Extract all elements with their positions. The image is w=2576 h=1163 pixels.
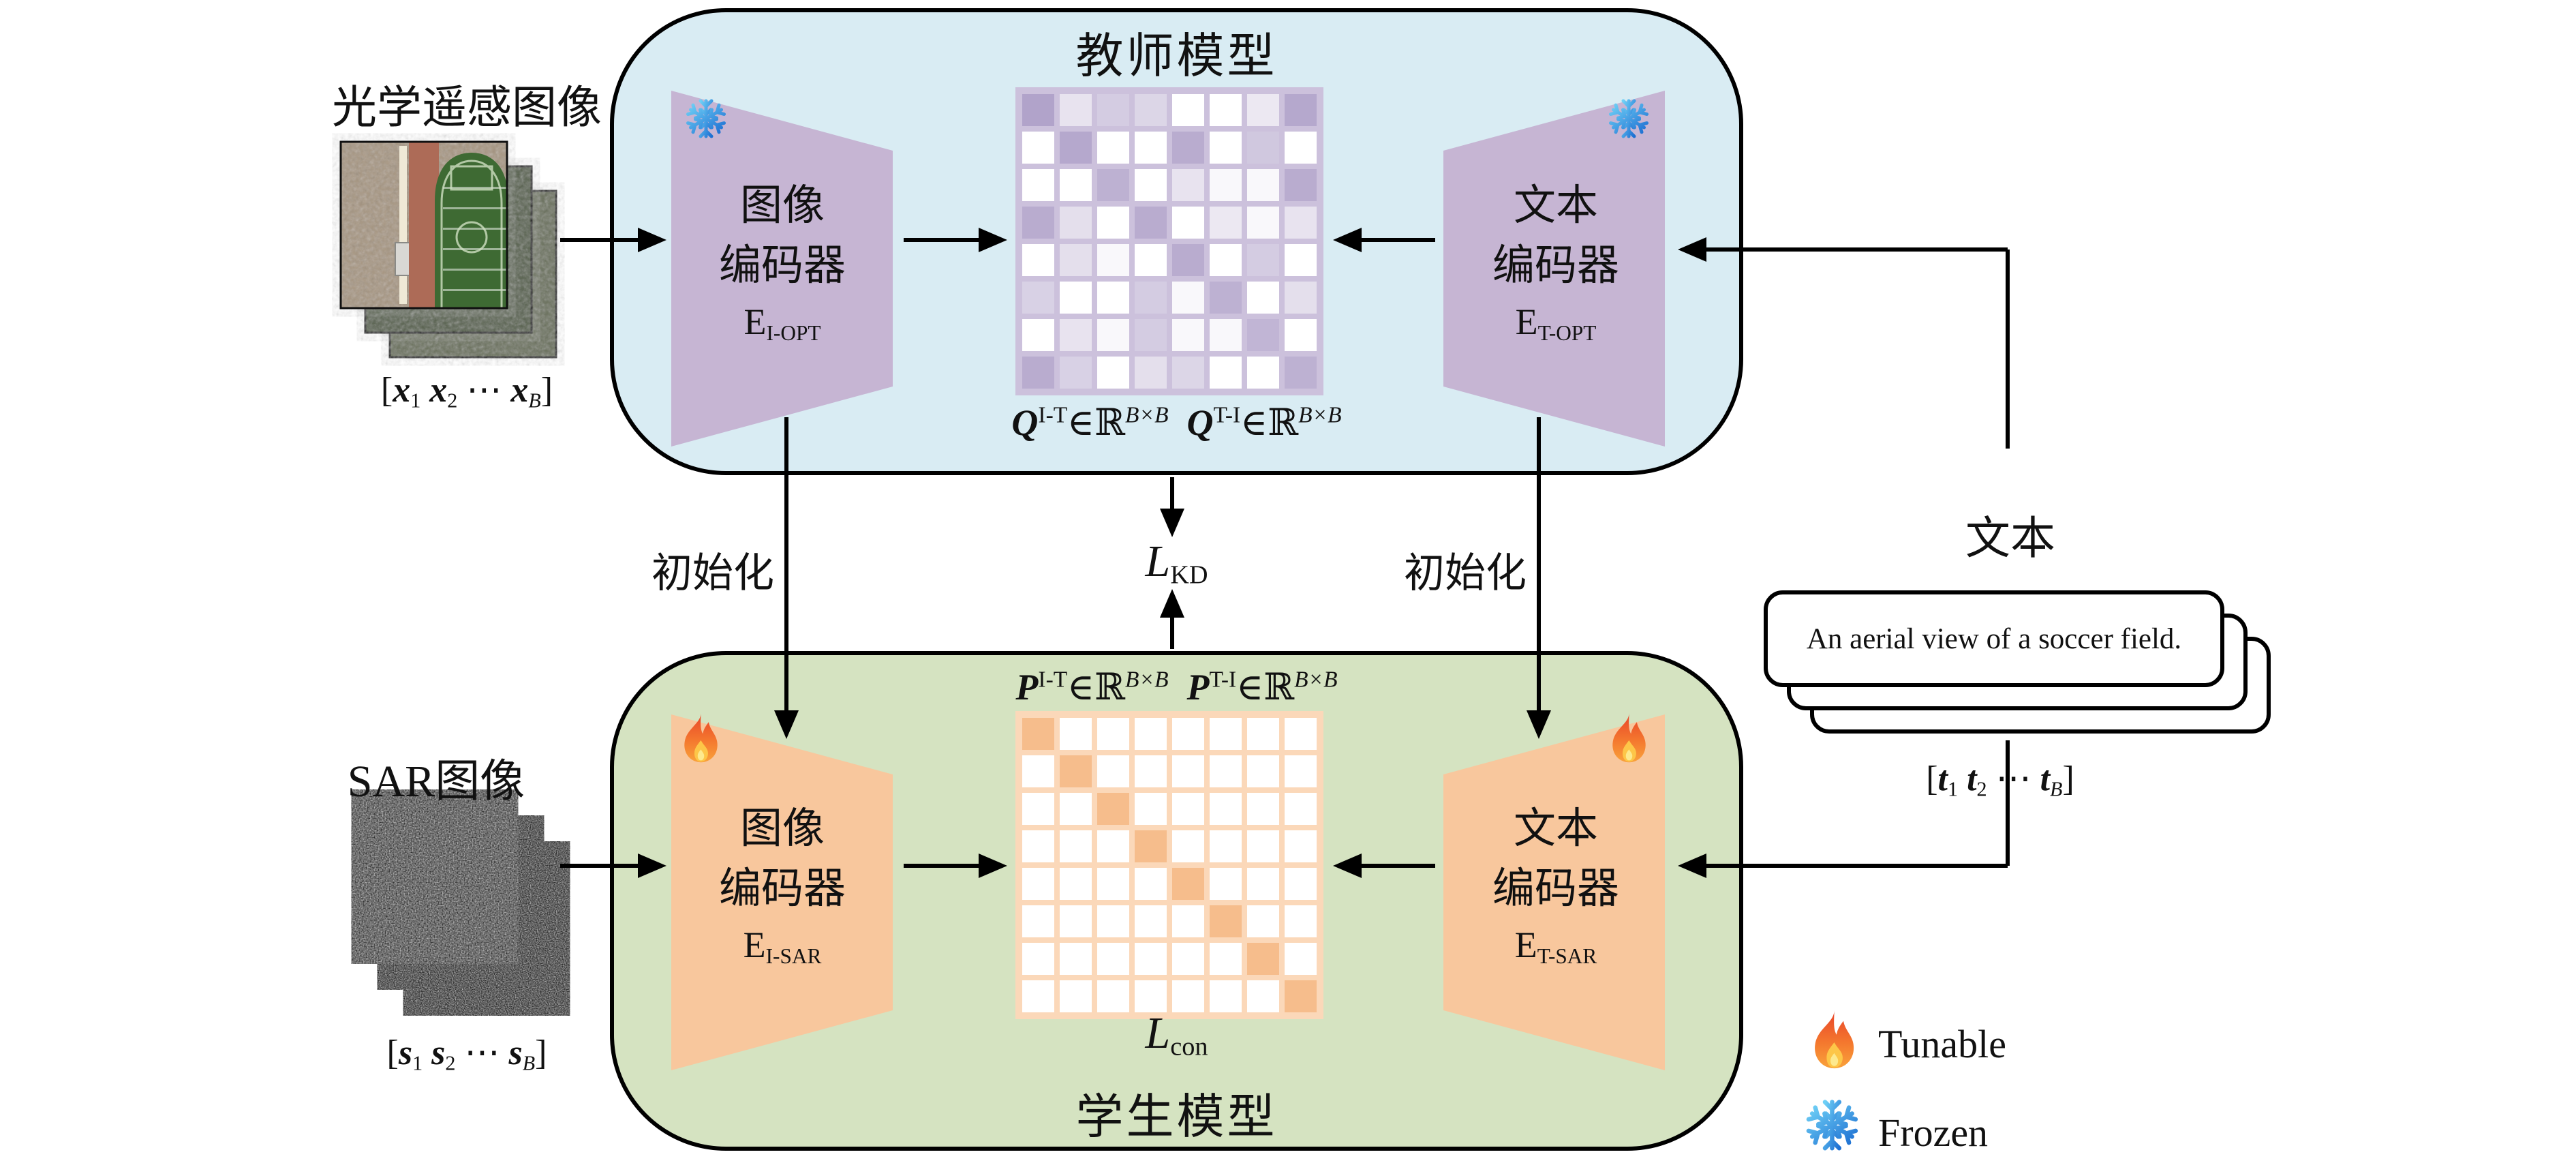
optical-batch-notation: [x1 x2 ⋯ xB]	[380, 371, 553, 412]
init-label-right: 初始化	[1404, 551, 1527, 596]
teacher-similarity-formula: QI-T∈ℝB×B QT-I∈ℝB×B	[1011, 402, 1342, 443]
optical-input-label: 光学遥感图像	[332, 83, 602, 133]
legend-frozen-label: Frozen	[1878, 1111, 1989, 1155]
teacher-image-encoder-label: 图像 编码器 EI-OPT	[718, 183, 846, 345]
student-image-encoder-shape	[671, 714, 893, 1070]
flame-icon	[1815, 1010, 1854, 1069]
teacher-model-title: 教师模型	[1075, 31, 1278, 83]
kd-loss-label: LKD	[1145, 537, 1208, 590]
teacher-similarity-matrix	[1015, 87, 1323, 395]
legend-tunable: Tunable	[1878, 1021, 2006, 1067]
caption-card-front: An aerial view of a soccer field.	[1764, 590, 2224, 687]
caption-text: An aerial view of a soccer field.	[1806, 622, 2182, 655]
contrastive-loss-label: Lcon	[1145, 1008, 1208, 1061]
arrows	[560, 228, 2010, 878]
student-text-encoder-label: 文本 编码器 ET-SAR	[1492, 806, 1619, 968]
optical-image-stack	[339, 140, 557, 359]
text-batch-notation: [t1 t2 ⋯ tB]	[1926, 759, 2074, 801]
flame-icon	[1612, 713, 1646, 763]
student-similarity-formula: PI-T∈ℝB×B PT-I∈ℝB×B	[1015, 667, 1338, 708]
student-text-encoder-shape	[1443, 714, 1665, 1070]
legend-frozen: Frozen	[1878, 1110, 1988, 1156]
sar-batch-notation: [s1 s2 ⋯ sB]	[386, 1033, 547, 1075]
student-similarity-matrix	[1015, 711, 1323, 1019]
student-model-title: 学生模型	[1075, 1091, 1278, 1144]
student-image-encoder-label: 图像 编码器 EI-SAR	[718, 806, 846, 968]
teacher-text-encoder-shape	[1443, 91, 1665, 447]
legend-tunable-label: Tunable	[1878, 1022, 2006, 1066]
sar-image-stack	[358, 796, 564, 1009]
teacher-image-encoder-shape	[671, 91, 893, 447]
sar-input-label: SAR图像	[347, 757, 525, 806]
init-label-left: 初始化	[651, 551, 774, 596]
snowflake-icon	[1809, 1102, 1856, 1149]
text-input-label: 文本	[1965, 514, 2055, 564]
teacher-text-encoder-label: 文本 编码器 ET-OPT	[1492, 183, 1619, 345]
